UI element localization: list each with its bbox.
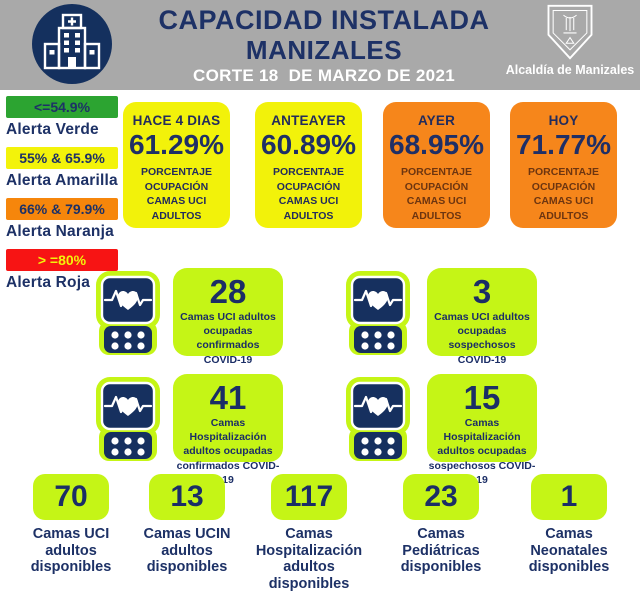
occupancy-card-anteayer: ANTEAYER 60.89% PORCENTAJE OCUPACIÓN CAM… <box>255 102 362 228</box>
heart-monitor-icon <box>95 376 161 462</box>
occupancy-card-hace-4-dias: HACE 4 DIAS 61.29% PORCENTAJE OCUPACIÓN … <box>123 102 230 228</box>
occupied-label: Camas UCI adultos ocupadas sospechosos C… <box>434 311 530 366</box>
available-value-box: 1 <box>531 474 607 520</box>
occupied-beds-uci-confirmados: 28 Camas UCI adultos ocupadas confirmado… <box>173 268 283 366</box>
available-value-box: 117 <box>271 474 347 520</box>
available-value-box: 13 <box>149 474 225 520</box>
occupied-value: 41 <box>209 379 247 416</box>
alert-legend: <=54.9% Alerta Verde 55% & 65.9% Alerta … <box>6 96 118 300</box>
legend-range-naranja: 66% & 79.9% <box>6 198 118 220</box>
legend-item-verde: <=54.9% Alerta Verde <box>6 96 118 139</box>
occupied-label: Camas Hospitalización adultos ocupadas s… <box>428 417 536 486</box>
heart-monitor-icon <box>345 270 411 356</box>
legend-label-naranja: Alerta Naranja <box>6 223 114 240</box>
card-caption: PORCENTAJE OCUPACIÓN CAMAS UCI ADULTOS <box>273 166 344 223</box>
heart-monitor-icon <box>95 270 161 356</box>
card-value: 60.89% <box>261 129 356 160</box>
legend-label-amarilla: Alerta Amarilla <box>6 172 118 189</box>
available-label: Camas UCI adultos disponibles <box>30 526 112 576</box>
available-value: 70 <box>54 480 88 513</box>
available-beds-uci: 70 Camas UCI adultos disponibles <box>6 474 136 576</box>
available-beds-ucin: 13 Camas UCIN adultos disponibles <box>122 474 252 576</box>
available-value: 13 <box>170 480 204 513</box>
available-label: Camas Hospitalización adultos disponible… <box>255 526 363 593</box>
legend-range-amarilla: 55% & 65.9% <box>6 147 118 169</box>
crest-shield-icon <box>547 4 593 60</box>
legend-range-verde: <=54.9% <box>6 96 118 118</box>
report-date: CORTE 18 DE MARZO DE 2021 <box>193 66 455 86</box>
available-beds-neonatales: 1 Camas Neonatales disponibles <box>504 474 634 576</box>
occupied-value: 28 <box>209 273 247 310</box>
legend-item-amarilla: 55% & 65.9% Alerta Amarilla <box>6 147 118 190</box>
available-label: Camas Neonatales disponibles <box>528 526 610 576</box>
title-block: CAPACIDAD INSTALADA MANIZALES CORTE 18 D… <box>128 5 520 86</box>
card-period: HACE 4 DIAS <box>132 113 221 128</box>
occupied-value: 3 <box>472 273 492 310</box>
available-value: 117 <box>284 480 334 513</box>
occupied-label: Camas UCI adultos ocupadas confirmados C… <box>180 311 276 366</box>
available-beds-pediatricas: 23 Camas Pediátricas disponibles <box>376 474 506 576</box>
legend-item-roja: > =80% Alerta Roja <box>6 249 118 292</box>
header-bar: CAPACIDAD INSTALADA MANIZALES CORTE 18 D… <box>0 0 640 90</box>
card-period: AYER <box>417 113 456 128</box>
occupied-value: 15 <box>463 379 501 416</box>
card-caption: PORCENTAJE OCUPACIÓN CAMAS UCI ADULTOS <box>528 166 599 223</box>
card-caption: PORCENTAJE OCUPACIÓN CAMAS UCI ADULTOS <box>401 166 472 223</box>
card-period: HOY <box>548 113 579 128</box>
available-label: Camas UCIN adultos disponibles <box>143 526 231 576</box>
legend-item-naranja: 66% & 79.9% Alerta Naranja <box>6 198 118 241</box>
card-value: 71.77% <box>516 129 611 160</box>
card-value: 61.29% <box>129 129 224 160</box>
occupied-label: Camas Hospitalización adultos ocupadas c… <box>176 417 280 486</box>
available-value-box: 23 <box>403 474 479 520</box>
hospital-icon <box>32 4 112 84</box>
legend-range-roja: > =80% <box>6 249 118 271</box>
occupancy-card-hoy: HOY 71.77% PORCENTAJE OCUPACIÓN CAMAS UC… <box>510 102 617 228</box>
city-crest: Alcaldía de Manizales <box>503 3 637 77</box>
available-value: 1 <box>560 480 578 513</box>
occupied-beds-hosp-confirmados: 41 Camas Hospitalización adultos ocupada… <box>173 374 283 486</box>
occupancy-card-ayer: AYER 68.95% PORCENTAJE OCUPACIÓN CAMAS U… <box>383 102 490 228</box>
crest-caption: Alcaldía de Manizales <box>505 63 635 77</box>
heart-monitor-icon <box>345 376 411 462</box>
occupied-beds-hosp-sospechosos: 15 Camas Hospitalización adultos ocupada… <box>427 374 537 486</box>
card-caption: PORCENTAJE OCUPACIÓN CAMAS UCI ADULTOS <box>141 166 212 223</box>
legend-label-roja: Alerta Roja <box>6 274 91 291</box>
page-title-city: MANIZALES <box>245 34 403 65</box>
legend-label-verde: Alerta Verde <box>6 121 99 138</box>
available-beds-hospitalizacion: 117 Camas Hospitalización adultos dispon… <box>244 474 374 593</box>
available-value: 23 <box>424 480 458 513</box>
page-title: CAPACIDAD INSTALADA <box>158 5 490 35</box>
card-period: ANTEAYER <box>271 113 346 128</box>
occupied-beds-uci-sospechosos: 3 Camas UCI adultos ocupadas sospechosos… <box>427 268 537 366</box>
available-value-box: 70 <box>33 474 109 520</box>
card-value: 68.95% <box>389 129 484 160</box>
available-label: Camas Pediátricas disponibles <box>400 526 482 576</box>
